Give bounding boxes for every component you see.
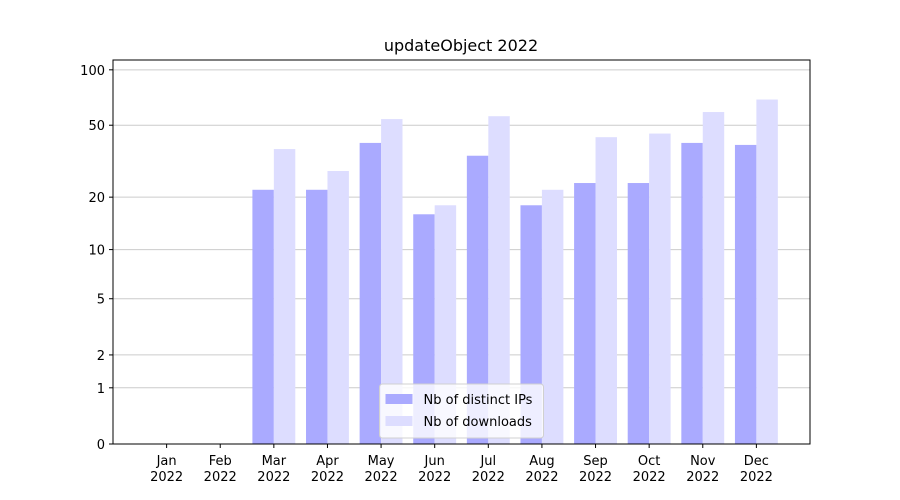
x-tick-label: Feb 2022 <box>204 454 237 485</box>
x-tick-label: Jun 2022 <box>418 454 451 485</box>
y-tick-label: 5 <box>97 293 105 308</box>
legend: Nb of distinct IPs Nb of downloads <box>379 383 544 439</box>
y-tick-label: 50 <box>88 119 105 134</box>
bar <box>734 144 757 445</box>
bar <box>541 189 564 444</box>
plot-frame <box>112 59 811 445</box>
bar <box>649 133 671 444</box>
legend-box <box>379 383 544 439</box>
bar <box>595 137 617 444</box>
x-tick-label: Sep 2022 <box>579 454 612 485</box>
bar <box>359 142 382 445</box>
x-tick-label: May 2022 <box>365 454 398 485</box>
bar <box>574 183 596 445</box>
bar <box>381 119 403 445</box>
bar <box>466 155 489 445</box>
bar <box>327 170 349 444</box>
y-tick-label: 2 <box>97 349 105 364</box>
y-tick-label: 10 <box>88 244 105 259</box>
legend-label: Nb of distinct IPs <box>424 393 533 408</box>
x-tick-label: Dec 2022 <box>740 454 773 485</box>
y-tick-label: 1 <box>97 382 105 397</box>
bar <box>627 183 650 445</box>
y-tick-label: 100 <box>80 64 105 79</box>
bar <box>681 142 703 445</box>
x-tick-label: Nov 2022 <box>686 454 719 485</box>
y-tick-label: 0 <box>97 438 105 453</box>
x-tick-label: Oct 2022 <box>633 454 666 485</box>
bar <box>756 99 778 445</box>
x-tick-label: Jan 2022 <box>150 454 183 485</box>
legend-swatch <box>385 416 413 426</box>
x-tick-label: Apr 2022 <box>311 454 344 485</box>
legend-label: Nb of downloads <box>424 415 533 430</box>
x-tick-label: Aug 2022 <box>525 454 558 485</box>
bar <box>273 149 296 444</box>
bar <box>702 112 725 444</box>
x-tick-label: Mar 2022 <box>257 454 290 485</box>
x-tick-label: Jul 2022 <box>472 454 505 485</box>
bar <box>252 189 274 444</box>
y-tick-label: 20 <box>88 191 105 206</box>
bar <box>306 189 328 444</box>
chart-title: updateObject 2022 <box>384 36 538 55</box>
legend-swatch <box>385 394 413 404</box>
bar <box>488 116 510 445</box>
